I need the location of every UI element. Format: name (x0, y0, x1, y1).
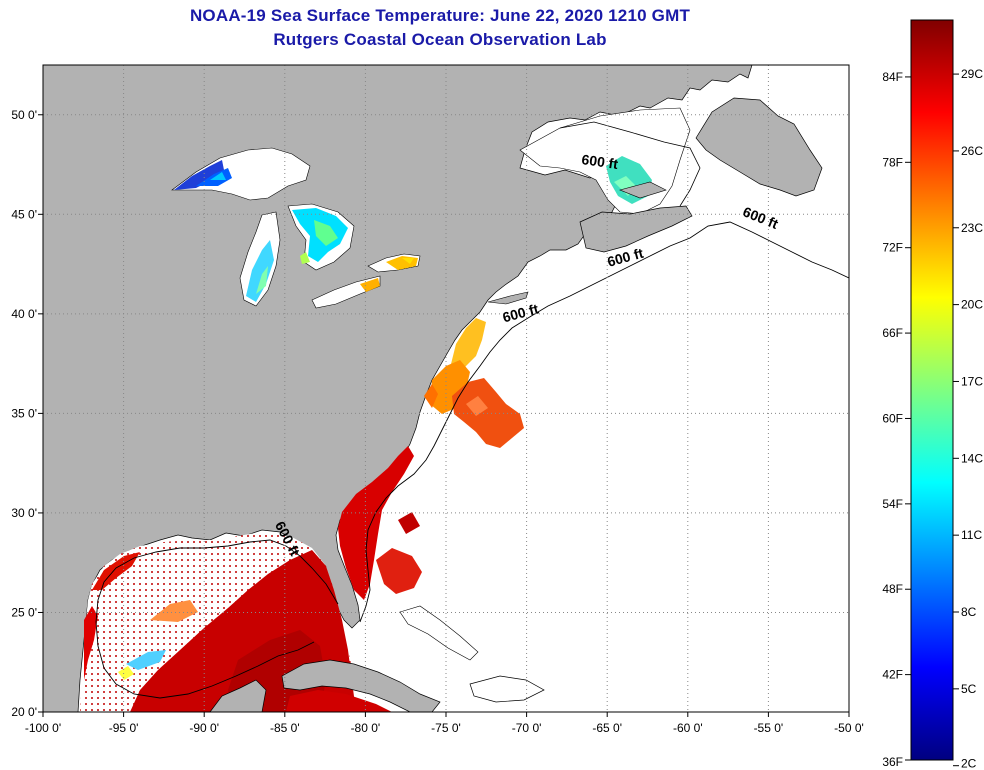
long-island (487, 291, 529, 305)
gulf-cold-patch-sst (126, 650, 166, 670)
lon-tick-label: -70 0' (512, 721, 542, 735)
lat-tick-label: 40 0' (11, 307, 37, 321)
lon-tick-label: -95 0' (109, 721, 139, 735)
hispaniola-outline (469, 675, 545, 703)
gulf-yellow-patch-sst (118, 666, 134, 680)
lon-tick-label: -60 0' (673, 721, 703, 735)
lon-tick-label: -100 0' (25, 721, 61, 735)
lake-superior-sst (174, 160, 224, 190)
lake-huron-sst-c (300, 252, 310, 264)
map-subtitle: Rutgers Coastal Ocean Observation Lab (273, 30, 607, 49)
gulf-orange-patch-sst (150, 600, 198, 622)
mexico-coast-sst (84, 606, 98, 680)
cuba-land (281, 659, 441, 712)
lat-tick-label: 35 0' (11, 406, 37, 420)
lat-tick-label: 20 0' (11, 705, 37, 719)
yucatan-land (209, 679, 267, 712)
contour-600ft-atlantic (359, 221, 849, 623)
lon-tick-label: -50 0' (834, 721, 864, 735)
chesapeake-sst (424, 384, 438, 408)
lat-tick-label: 30 0' (11, 506, 37, 520)
bahamas-outline (399, 605, 479, 661)
lake-erie-sst (360, 278, 380, 292)
lon-tick-label: -85 0' (270, 721, 300, 735)
lon-tick-label: -65 0' (592, 721, 622, 735)
newfoundland-land (695, 97, 823, 197)
lake-superior (171, 147, 311, 201)
lat-tick-label: 45 0' (11, 207, 37, 221)
lat-tick-label: 25 0' (11, 605, 37, 619)
southeast-coast-sst (338, 446, 414, 600)
lon-tick-label: -90 0' (189, 721, 219, 735)
pei-land (619, 181, 667, 199)
lake-huron-sst-b (314, 220, 338, 246)
gulf-stream-eddy-sst (466, 396, 488, 416)
lon-tick-label: -55 0' (754, 721, 784, 735)
lake-superior-sst-b (196, 168, 232, 186)
mid-atlantic-sst (450, 318, 486, 370)
axis-labels: -100 0' -95 0' -90 0' -85 0' -80 0' -75 0' -70… (11, 108, 863, 735)
lake-michigan-sst (246, 240, 274, 302)
caribbean-sst (286, 690, 392, 712)
contour-600ft-gulf-st-lawrence (559, 121, 701, 207)
offshore-sst-patch (398, 512, 420, 534)
contour-600ft-gulf (95, 539, 339, 699)
map-title: NOAA-19 Sea Surface Temperature: June 22… (189, 6, 691, 25)
lat-tick-label: 50 0' (11, 108, 37, 122)
lon-tick-label: -80 0' (351, 721, 381, 735)
lake-ontario-sst-b (402, 258, 414, 264)
contour-label-600ft: 600 ft (581, 151, 620, 172)
lake-superior-sst-c (210, 172, 226, 180)
lake-michigan-sst-b (256, 266, 268, 294)
lon-tick-label: -75 0' (431, 721, 461, 735)
maritimes-land (579, 205, 693, 253)
bahamas-sst (376, 548, 422, 594)
